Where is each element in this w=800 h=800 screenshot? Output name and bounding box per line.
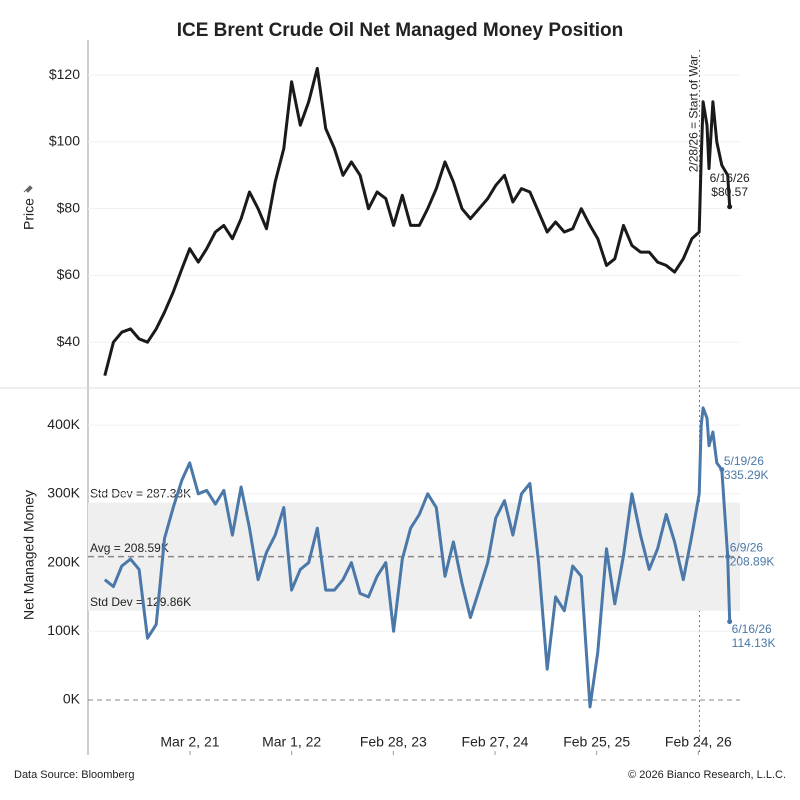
- y-tick-label: $120: [49, 66, 80, 82]
- callout-point: [725, 553, 731, 559]
- callout-value: 114.13K: [732, 636, 776, 650]
- callout-label: 6/9/26: [730, 541, 764, 555]
- ref-label: Std Dev = 129.86K: [90, 595, 191, 609]
- y-tick-label: 100K: [47, 622, 80, 638]
- y-axis-title: Net Managed Money: [21, 490, 37, 620]
- x-tick-label: Feb 25, 25: [563, 734, 630, 750]
- callout-point: [727, 204, 733, 210]
- pin-icon: [23, 185, 33, 193]
- callout-point: [719, 467, 725, 473]
- y-tick-label: 400K: [47, 416, 80, 432]
- y-tick-label: 300K: [47, 485, 80, 501]
- x-tick-label: Feb 24, 26: [665, 734, 732, 750]
- x-tick-label: Feb 28, 23: [360, 734, 427, 750]
- data-line: [103, 406, 732, 709]
- x-tick-label: Feb 27, 24: [462, 734, 529, 750]
- x-tick-label: Mar 1, 22: [262, 734, 321, 750]
- y-tick-label: 200K: [47, 553, 80, 569]
- y-tick-label: $100: [49, 133, 80, 149]
- callout-value: 335.29K: [724, 468, 769, 482]
- callout-label: 6/16/26: [710, 171, 750, 185]
- callout-label: 5/19/26: [724, 454, 764, 468]
- source: Data Source: Bloomberg: [14, 769, 134, 781]
- event-label: 2/28/26 = Start of War: [687, 55, 701, 172]
- chart-title: ICE Brent Crude Oil Net Managed Money Po…: [177, 20, 624, 41]
- callout-point: [727, 619, 733, 625]
- y-tick-label: 0K: [63, 691, 81, 707]
- callout-value: 208.89K: [730, 555, 775, 569]
- y-axis-title: Price: [21, 198, 37, 230]
- copyright: © 2026 Bianco Research, L.L.C.: [628, 769, 786, 781]
- callout-label: 6/16/26: [732, 622, 772, 636]
- y-tick-label: $80: [57, 199, 81, 215]
- y-tick-label: $40: [57, 333, 81, 349]
- x-tick-label: Mar 2, 21: [160, 734, 219, 750]
- data-line: [103, 66, 732, 376]
- ref-label: Avg = 208.59K: [90, 541, 169, 555]
- callout-value: $80.57: [711, 185, 748, 199]
- y-tick-label: $60: [57, 266, 81, 282]
